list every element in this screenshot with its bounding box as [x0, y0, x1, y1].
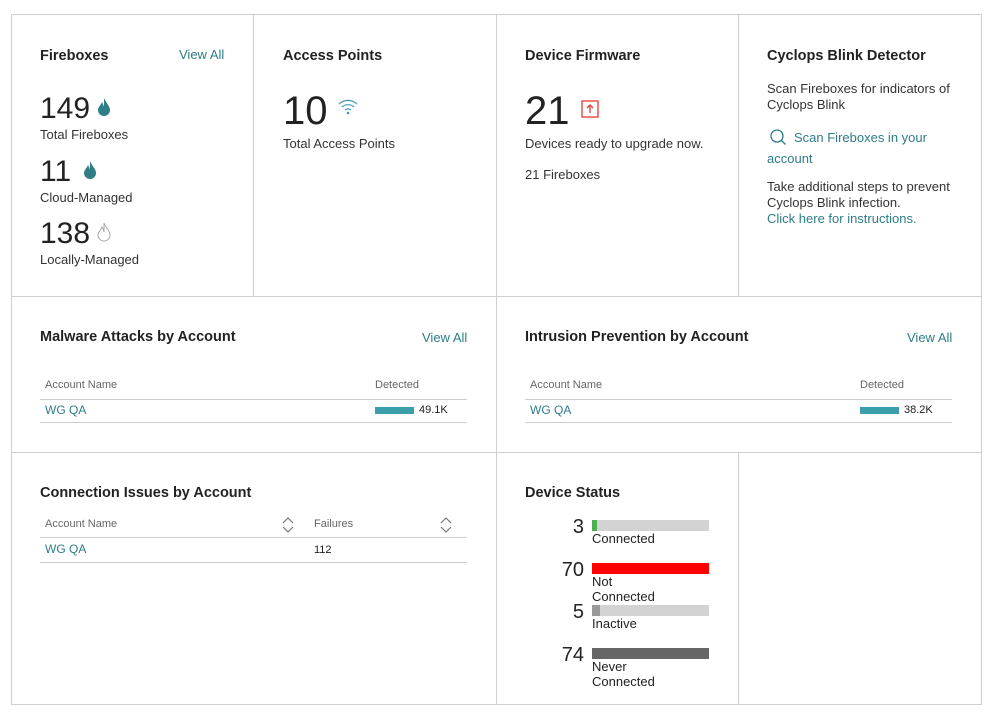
widget-title: Device Firmware [525, 48, 641, 64]
detected-value: 38.2K [904, 404, 933, 416]
wifi-icon [338, 99, 358, 115]
column-header-detected: Detected [375, 379, 420, 391]
status-label: Inactive [592, 616, 637, 631]
device-firmware-widget: Device Firmware 21 Devices ready to upgr… [496, 14, 739, 297]
firebox-icon [98, 98, 110, 116]
connection-issues-widget: Connection Issues by Account Account Nam… [11, 452, 497, 705]
column-header-detected: Detected [860, 379, 905, 391]
account-link[interactable]: WG QA [45, 542, 87, 556]
widget-title: Access Points [283, 48, 383, 64]
status-bar-fill [592, 520, 597, 531]
widget-title: Intrusion Prevention by Account [525, 329, 749, 345]
status-count: 70 [561, 558, 584, 581]
account-link[interactable]: WG QA [530, 403, 572, 417]
detected-bar [860, 407, 899, 414]
failures-value: 112 [314, 544, 332, 556]
status-count: 74 [561, 643, 584, 666]
status-bar [592, 605, 709, 616]
local-firebox-icon [97, 222, 111, 242]
status-count: 5 [572, 601, 584, 623]
status-label: Not Connected [592, 573, 655, 604]
sort-icon[interactable] [440, 517, 452, 533]
sort-icon[interactable] [282, 517, 294, 533]
view-all-link[interactable]: View All [907, 330, 953, 345]
ap-label: Total Access Points [283, 136, 395, 151]
fireboxes-count: 21 Fireboxes [525, 167, 601, 182]
total-count: 149 [40, 92, 91, 125]
instructions-link[interactable]: Click here for instructions. [767, 211, 917, 226]
status-bar [592, 520, 709, 531]
status-bar [592, 647, 709, 659]
firmware-count: 21 [525, 89, 570, 133]
intrusion-prevention-widget: Intrusion Prevention by Account View All… [496, 296, 982, 453]
widget-title: Device Status [525, 485, 621, 501]
cloud-label: Cloud-Managed [40, 190, 133, 205]
view-all-link[interactable]: View All [422, 330, 468, 345]
ap-count: 10 [283, 89, 328, 133]
cloud-firebox-icon [84, 161, 96, 179]
status-bar-fill [592, 605, 601, 616]
status-count: 3 [572, 516, 584, 538]
scan-fireboxes-link[interactable]: Scan Fireboxes in your account [767, 130, 927, 166]
column-header-account[interactable]: Account Name [45, 518, 118, 530]
cloud-count: 11 [40, 155, 72, 188]
access-points-widget: Access Points 10 Total Access Points [253, 14, 497, 297]
malware-widget: Malware Attacks by Account View All Acco… [11, 296, 497, 453]
widget-title: Fireboxes [40, 48, 109, 64]
cyclops-steps: Take additional steps to prevent Cyclops… [767, 179, 950, 210]
search-icon [770, 129, 786, 145]
cyclops-description: Scan Fireboxes for indicators of Cyclops… [767, 81, 950, 112]
widget-title: Connection Issues by Account [40, 485, 252, 501]
view-all-link[interactable]: View All [179, 47, 225, 62]
column-header-account: Account Name [530, 379, 603, 391]
upgrade-icon[interactable] [581, 100, 599, 118]
cyclops-blink-widget: Cyclops Blink Detector Scan Fireboxes fo… [738, 14, 982, 297]
status-bar-fill [592, 647, 709, 659]
fireboxes-widget: Fireboxes View All 149 Total Fireboxes 1… [11, 14, 254, 297]
account-link[interactable]: WG QA [45, 403, 87, 417]
local-label: Locally-Managed [40, 252, 140, 267]
detected-bar [375, 407, 414, 414]
total-label: Total Fireboxes [40, 127, 129, 142]
local-count: 138 [40, 217, 91, 250]
ready-label: Devices ready to upgrade now. [525, 136, 704, 151]
status-bar-fill [592, 562, 709, 574]
device-status-widget: Device Status 3 Connected 70 Not Connecte… [496, 452, 739, 705]
status-bar [592, 562, 709, 574]
widget-title: Cyclops Blink Detector [767, 48, 926, 64]
widget-title: Malware Attacks by Account [40, 329, 236, 345]
column-header-failures[interactable]: Failures [314, 518, 354, 530]
status-label: Connected [592, 531, 655, 546]
column-header-account: Account Name [45, 379, 118, 391]
status-label: Never Connected [592, 658, 655, 689]
detected-value: 49.1K [419, 404, 448, 416]
